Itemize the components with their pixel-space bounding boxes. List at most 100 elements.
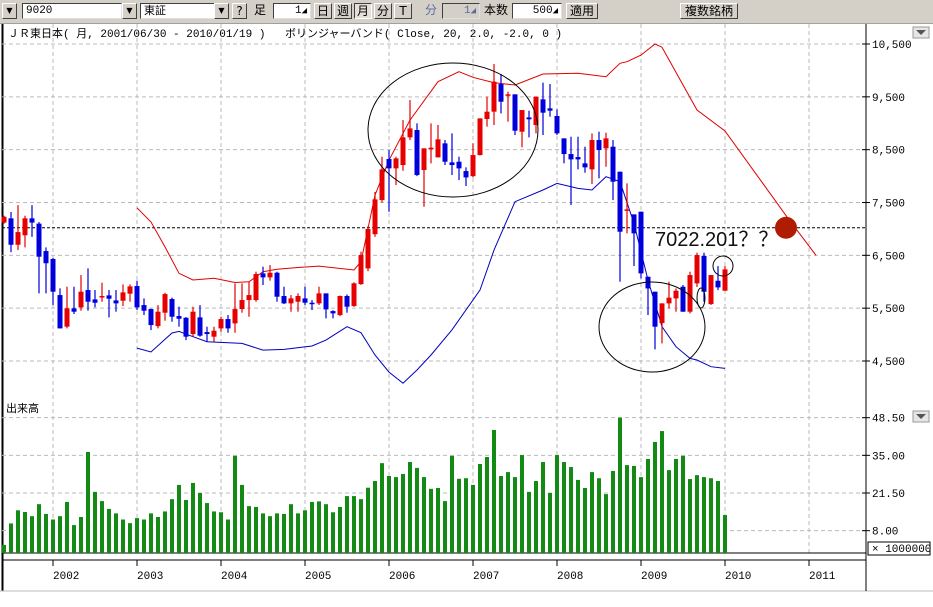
volume-bar xyxy=(296,513,300,553)
candle xyxy=(302,286,308,306)
candle xyxy=(547,84,553,117)
market-select[interactable]: 東証 xyxy=(140,3,215,19)
price-tick-label: 5,500 xyxy=(872,304,905,316)
time-tick-label: 2010 xyxy=(725,571,751,583)
candle xyxy=(78,275,84,311)
candle xyxy=(652,291,658,350)
apply-button[interactable]: 適用 xyxy=(566,3,598,19)
candle xyxy=(582,146,588,173)
candle-body xyxy=(239,300,245,310)
candle-body xyxy=(71,308,77,312)
menu-dropdown-button[interactable]: ▼ xyxy=(2,3,17,19)
candle-body xyxy=(99,296,105,298)
volume-bar xyxy=(394,477,398,553)
candle xyxy=(106,290,112,318)
candle-body xyxy=(127,286,133,294)
time-tick-label: 2007 xyxy=(473,571,499,583)
annotation-circle-latest[interactable] xyxy=(712,255,734,277)
candle-body xyxy=(365,229,371,269)
candle xyxy=(498,74,504,114)
candle-body xyxy=(631,214,637,234)
volume-unit-box xyxy=(867,541,931,556)
candle-body xyxy=(106,295,112,299)
time-tick-label: 2006 xyxy=(389,571,415,583)
candle-body xyxy=(274,272,280,297)
volume-bar xyxy=(415,467,419,553)
candle xyxy=(267,265,273,281)
tick-button[interactable]: T xyxy=(394,3,412,19)
volume-bar xyxy=(632,465,636,553)
volume-bars xyxy=(2,417,727,553)
candle xyxy=(8,212,14,253)
market-dropdown-button[interactable]: ▼ xyxy=(214,3,229,19)
volume-bar xyxy=(408,462,412,553)
candle-body xyxy=(295,296,301,302)
volume-bar xyxy=(93,491,97,553)
volume-bar xyxy=(184,499,188,553)
candle-body xyxy=(351,283,357,307)
candle-body xyxy=(470,155,476,177)
candle-body xyxy=(463,171,469,178)
candle xyxy=(701,252,707,302)
stock-code-input[interactable]: 9020 xyxy=(22,3,122,19)
candle-body xyxy=(253,274,259,301)
candle-body xyxy=(120,292,126,301)
price-panel-menu-button[interactable] xyxy=(912,26,930,39)
candle xyxy=(218,316,224,332)
candle xyxy=(715,266,721,291)
multi-stock-button[interactable]: 複数銘柄 xyxy=(680,3,738,19)
volume-bar xyxy=(443,501,447,553)
minute-button[interactable]: 分 xyxy=(374,3,392,19)
candle xyxy=(617,171,623,282)
annotation-ellipse-bottom[interactable] xyxy=(598,281,706,373)
volume-panel-menu-button[interactable] xyxy=(912,410,930,423)
candle-body xyxy=(512,94,518,131)
candle-body xyxy=(456,161,462,169)
candle xyxy=(484,96,490,127)
spinner-icon[interactable]: ◢ xyxy=(301,6,307,16)
week-button[interactable]: 週 xyxy=(334,3,352,19)
candle xyxy=(71,286,77,315)
candle xyxy=(540,82,546,136)
month-button[interactable]: 月 xyxy=(354,3,372,19)
volume-tick-label: 48.50 xyxy=(872,414,905,426)
candle-body xyxy=(519,110,525,132)
spinner-icon[interactable]: ◢ xyxy=(552,6,558,16)
volume-bar xyxy=(86,451,90,553)
candle xyxy=(589,133,595,185)
candle-body xyxy=(225,319,231,329)
volume-bar xyxy=(709,478,713,553)
candle xyxy=(1,215,7,224)
candle-body xyxy=(624,209,630,211)
help-button[interactable]: ? xyxy=(232,3,247,19)
stock-code-dropdown-button[interactable]: ▼ xyxy=(122,3,137,19)
ashi-input[interactable]: 1◢ xyxy=(273,3,311,19)
candle-body xyxy=(176,316,182,319)
volume-bar xyxy=(527,491,531,553)
volume-bar xyxy=(492,429,496,553)
time-tick-label: 2005 xyxy=(305,571,331,583)
candle xyxy=(232,283,238,333)
time-tick-label: 2008 xyxy=(557,571,583,583)
volume-bar xyxy=(58,516,62,553)
volume-bar xyxy=(520,455,524,553)
volume-bar xyxy=(681,455,685,553)
volume-bar xyxy=(716,481,720,553)
day-button[interactable]: 日 xyxy=(314,3,332,19)
candle xyxy=(211,326,217,342)
candle xyxy=(316,286,322,306)
count-input[interactable]: 500◢ xyxy=(512,3,562,19)
volume-bar xyxy=(247,506,251,553)
candle-body xyxy=(526,117,532,120)
volume-bar xyxy=(107,508,111,553)
candle xyxy=(673,288,679,312)
volume-bar xyxy=(422,477,426,553)
volume-bar xyxy=(37,504,41,553)
annotation-ellipse-small[interactable] xyxy=(696,287,706,309)
candle-body xyxy=(267,272,273,278)
candle-body xyxy=(1,216,7,223)
candle-body xyxy=(435,139,441,158)
annotation-ellipse-peak[interactable] xyxy=(367,62,539,198)
candle xyxy=(386,150,392,212)
